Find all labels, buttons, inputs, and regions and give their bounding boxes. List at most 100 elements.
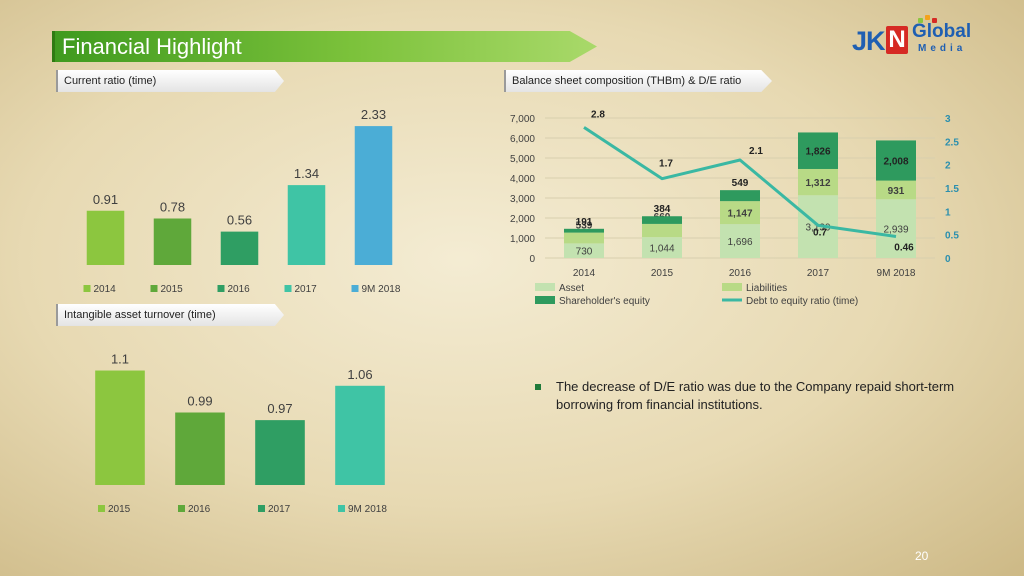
stack-segment-1 xyxy=(876,180,916,200)
balance-sheet-tab xyxy=(504,70,772,92)
company-logo: JK N Global Media xyxy=(852,15,1002,60)
x-tick-label: 2017 xyxy=(807,268,830,279)
intangible-bar xyxy=(255,420,305,485)
y-tick-label: 3,000 xyxy=(510,194,535,205)
current_ratio-data-label: 1.34 xyxy=(294,166,319,181)
stack-data-label: 1,826 xyxy=(805,147,830,158)
current-ratio-tab xyxy=(56,70,284,92)
legend-swatch xyxy=(535,283,555,291)
logo-dot-icon xyxy=(918,18,923,23)
x-tick-label: 2014 xyxy=(573,268,596,279)
logo-dot-icon xyxy=(932,18,937,23)
intangible-legend-label: 2017 xyxy=(268,504,291,515)
stack-segment-2 xyxy=(798,132,838,169)
y2-tick-label: 0.5 xyxy=(945,231,959,242)
slide-title: Financial Highlight xyxy=(62,34,242,59)
current_ratio-bar xyxy=(86,210,125,265)
x-tick-label: 2016 xyxy=(729,268,752,279)
current_ratio-legend-label: 2015 xyxy=(161,284,184,295)
logo-media: Media xyxy=(918,43,967,54)
de-ratio-label: 0.46 xyxy=(894,243,914,254)
legend-label: Asset xyxy=(559,283,584,294)
logo-letters: JK xyxy=(852,26,886,56)
y2-tick-label: 1.5 xyxy=(945,184,959,195)
legend-label: Shareholder's equity xyxy=(559,296,650,307)
y-tick-label: 4,000 xyxy=(510,174,535,185)
note-text: The decrease of D/E ratio was due to the… xyxy=(556,379,955,412)
current_ratio-legend-swatch xyxy=(83,285,91,292)
intangible-legend-swatch xyxy=(98,505,105,512)
stack-segment-2 xyxy=(642,216,682,224)
stack-data-label: 2,008 xyxy=(883,157,908,168)
legend-label: Debt to equity ratio (time) xyxy=(746,296,858,307)
stack-segment-0 xyxy=(642,237,682,258)
de-ratio-label: 2.8 xyxy=(591,109,605,120)
stack-segment-0 xyxy=(564,243,604,258)
y2-tick-label: 0 xyxy=(945,254,951,265)
page-number: 20 xyxy=(915,549,929,563)
x-tick-label: 9M 2018 xyxy=(877,268,916,279)
current_ratio-legend-swatch xyxy=(217,285,225,292)
current_ratio-legend-label: 9M 2018 xyxy=(362,284,401,295)
legend-label: Liabilities xyxy=(746,283,787,294)
x-tick-label: 2015 xyxy=(651,268,674,279)
stack-segment-1 xyxy=(642,223,682,238)
current_ratio-bar xyxy=(287,185,326,265)
stack-data-label: 3,139 xyxy=(805,223,830,234)
intangible-data-label: 1.06 xyxy=(347,367,372,382)
current_ratio-bar xyxy=(153,218,192,265)
y2-tick-label: 2 xyxy=(945,161,951,172)
logo-global: Global xyxy=(912,21,972,42)
de-ratio-label: 0.7 xyxy=(813,227,827,238)
de-ratio-label: 2.1 xyxy=(749,146,763,157)
y-tick-label: 2,000 xyxy=(510,214,535,225)
current_ratio-legend-label: 2017 xyxy=(295,284,318,295)
current_ratio-legend-label: 2014 xyxy=(94,284,117,295)
y-tick-label: 0 xyxy=(529,254,535,265)
balance-sheet-chart: 0 1,000 2,000 3,000 4,000 5,000 6,000 7,000 0 0.5… xyxy=(510,109,959,307)
intangible-legend-label: 9M 2018 xyxy=(348,504,387,515)
stack-segment-2 xyxy=(876,140,916,181)
intangible-chart: 1.1 0.99 0.97 1.06 2015 2016 2017 9M 2018 xyxy=(95,352,387,515)
stack-data-label: 730 xyxy=(576,247,593,258)
logo-n-box: N xyxy=(886,26,908,54)
current_ratio-chart: 0.91 0.78 0.56 1.34 2.33 2014 2015 2016 2017 9M 2… xyxy=(83,107,401,295)
stack-data-label: 1,147 xyxy=(727,209,752,220)
current_ratio-legend-swatch xyxy=(150,285,158,292)
stack-data-label: 1,312 xyxy=(805,178,830,189)
current_ratio-legend-swatch xyxy=(284,285,292,292)
current_ratio-data-label: 0.78 xyxy=(160,200,185,215)
stack-segment-0 xyxy=(720,224,760,258)
intangible-bar xyxy=(95,370,145,485)
stack-data-label: 1,696 xyxy=(727,237,752,248)
stack-segment-1 xyxy=(720,201,760,225)
stack-segment-2 xyxy=(564,228,604,233)
intangible-tab xyxy=(56,304,284,326)
stack-data-label: 931 xyxy=(888,186,905,197)
current_ratio-data-label: 0.91 xyxy=(93,192,118,207)
y2-tick-label: 1 xyxy=(945,207,951,218)
y-tick-label: 7,000 xyxy=(510,114,535,125)
current_ratio-bar xyxy=(354,126,393,265)
intangible-bar xyxy=(175,412,225,485)
current_ratio-legend-label: 2016 xyxy=(228,284,251,295)
intangible-data-label: 1.1 xyxy=(111,352,129,367)
legend-swatch xyxy=(722,283,742,291)
stack-segment-2 xyxy=(720,190,760,202)
current_ratio-data-label: 0.56 xyxy=(227,213,252,228)
current_ratio-data-label: 2.33 xyxy=(361,107,386,122)
title-banner xyxy=(52,31,597,62)
balance-sheet-heading: Balance sheet composition (THBm) & D/E r… xyxy=(512,75,742,87)
intangible-bar xyxy=(335,385,385,485)
stack-data-label: 539 xyxy=(576,221,593,232)
y-tick-label: 5,000 xyxy=(510,154,535,165)
intangible-legend-swatch xyxy=(178,505,185,512)
legend-swatch xyxy=(535,296,555,304)
logo-dot-icon xyxy=(925,15,930,20)
stack-data-label: 384 xyxy=(654,204,671,215)
intangible-legend-label: 2016 xyxy=(188,504,211,515)
bullet-icon xyxy=(535,384,541,390)
stack-data-label: 2,939 xyxy=(883,225,908,236)
y2-tick-label: 3 xyxy=(945,114,951,125)
